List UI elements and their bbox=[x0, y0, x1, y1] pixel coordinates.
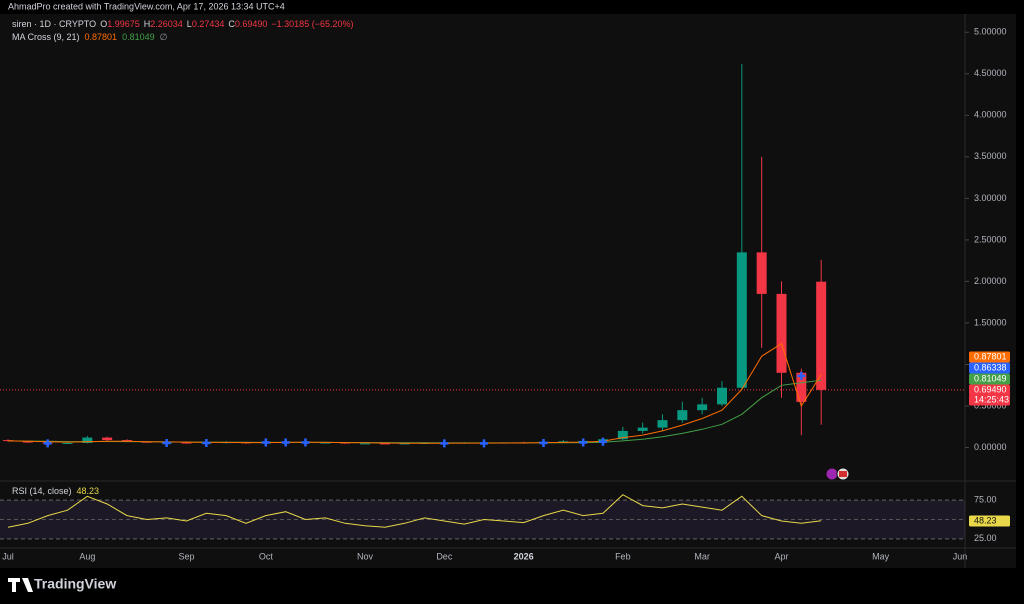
ma-fast-badge-bg bbox=[969, 351, 1010, 363]
cross-marker bbox=[261, 438, 270, 447]
x-tick-label: Sep bbox=[178, 551, 194, 561]
c-value: 0.69490 bbox=[235, 19, 268, 29]
chart-panel bbox=[0, 14, 1016, 568]
x-tick-label: Feb bbox=[615, 551, 631, 561]
candle-body bbox=[657, 420, 668, 428]
countdown-badge: 14:25:43 bbox=[974, 394, 1009, 404]
change: −1.30185 (−65.20%) bbox=[271, 19, 353, 29]
candle-body bbox=[399, 443, 410, 445]
rsi-badge-bg bbox=[969, 515, 1010, 527]
candle-body bbox=[617, 430, 628, 440]
rsi-tick-label: 75.00 bbox=[974, 495, 997, 505]
symbol: siren · 1D · CRYPTO bbox=[12, 19, 96, 29]
candle-body bbox=[181, 442, 192, 444]
x-tick-label: Aug bbox=[79, 551, 95, 561]
y-tick-label: 4.50000 bbox=[974, 68, 1007, 78]
ma-fast-value: 0.87801 bbox=[85, 32, 118, 42]
candle-body bbox=[320, 442, 331, 444]
y-tick-label: 4.00000 bbox=[974, 110, 1007, 120]
cross-marker bbox=[301, 438, 310, 447]
cross-marker bbox=[440, 439, 449, 448]
x-tick-label: Jun bbox=[953, 551, 968, 561]
ma-slow-value: 0.81049 bbox=[122, 32, 155, 42]
y-tick-label: 2.00000 bbox=[974, 276, 1007, 286]
legend-ohlc: siren · 1D · CRYPTO O1.99675 H2.26034 L0.27… bbox=[12, 19, 353, 29]
candle-body bbox=[360, 443, 370, 445]
y-tick-label: 3.50000 bbox=[974, 151, 1007, 161]
ma-slow-badge-bg bbox=[969, 373, 1010, 385]
cross-marker bbox=[797, 371, 806, 380]
l-value: 0.27434 bbox=[192, 19, 225, 29]
cross-marker bbox=[539, 438, 548, 447]
cross-marker bbox=[281, 438, 290, 447]
ma-fast-badge: 0.87801 bbox=[974, 351, 1007, 361]
candle-body bbox=[796, 372, 807, 402]
y-tick-label: 2.50000 bbox=[974, 234, 1007, 244]
y-tick-label: 1.50000 bbox=[974, 317, 1007, 327]
x-tick-label: Apr bbox=[774, 551, 788, 561]
candle-body bbox=[141, 441, 152, 443]
ma-slow-badge: 0.81049 bbox=[974, 373, 1007, 383]
countdown-badge-bg bbox=[969, 394, 1010, 406]
candle-body bbox=[736, 252, 747, 388]
candle-body bbox=[3, 440, 13, 442]
candle-body bbox=[62, 442, 73, 444]
candle-body bbox=[82, 437, 93, 443]
ma-label: MA Cross (9, 21) bbox=[12, 32, 80, 42]
credit: AhmadPro created with TradingView.com, A… bbox=[8, 1, 285, 11]
l-label: L bbox=[187, 19, 192, 29]
x-tick-label: 2026 bbox=[514, 551, 534, 561]
y-tick-label: 0.00000 bbox=[974, 442, 1007, 452]
x-tick-label: Dec bbox=[436, 551, 453, 561]
cross-marker bbox=[579, 438, 588, 447]
candle-body bbox=[816, 281, 827, 390]
candle-body bbox=[677, 410, 688, 421]
candle-body bbox=[379, 443, 390, 445]
y-tick-label: 3.00000 bbox=[974, 193, 1007, 203]
candle-body bbox=[637, 427, 648, 431]
flag-stripe bbox=[839, 471, 847, 477]
ma-fast-line bbox=[7, 342, 822, 444]
c-label: C bbox=[228, 19, 235, 29]
candle-body bbox=[717, 387, 727, 405]
candle-body bbox=[756, 252, 767, 294]
rsi-badge: 48.23 bbox=[974, 515, 997, 525]
rsi-tick-label: 25.00 bbox=[974, 533, 997, 543]
last-price-badge-bg bbox=[969, 384, 1010, 396]
candle-body bbox=[776, 293, 787, 373]
x-tick-label: Mar bbox=[694, 551, 710, 561]
o-label: O bbox=[100, 19, 107, 29]
event-icon[interactable] bbox=[825, 467, 839, 481]
brand-logo bbox=[8, 578, 33, 592]
x-tick-label: Oct bbox=[259, 551, 274, 561]
x-tick-label: May bbox=[872, 551, 890, 561]
hide-icon[interactable]: ∅ bbox=[160, 32, 168, 42]
h-value: 2.26034 bbox=[150, 19, 183, 29]
y-tick-label: 5.00000 bbox=[974, 27, 1007, 37]
cross-marker bbox=[599, 437, 607, 446]
legend-rsi: RSI (14, close) 48.23 bbox=[12, 486, 99, 496]
candle-body bbox=[102, 437, 113, 441]
cross-badge: 0.86338 bbox=[974, 362, 1007, 372]
cross-marker bbox=[43, 439, 52, 448]
cross-marker bbox=[162, 438, 171, 447]
cross-marker bbox=[202, 438, 211, 447]
brand: TradingView bbox=[34, 576, 116, 592]
candle-body bbox=[697, 404, 708, 411]
x-tick-label: Jul bbox=[2, 551, 14, 561]
last-price-badge: 0.69490 bbox=[974, 384, 1007, 394]
cross-marker bbox=[480, 439, 488, 448]
rsi-label: RSI (14, close) bbox=[12, 486, 72, 496]
x-tick-label: Nov bbox=[357, 551, 374, 561]
legend-ma: MA Cross (9, 21) 0.87801 0.81049 ∅ bbox=[12, 32, 168, 42]
rsi-value: 48.23 bbox=[77, 486, 100, 496]
rsi-line bbox=[7, 494, 822, 528]
candle-body bbox=[558, 441, 569, 443]
h-label: H bbox=[144, 19, 151, 29]
o-value: 1.99675 bbox=[107, 19, 140, 29]
cross-badge-bg bbox=[969, 362, 1010, 374]
